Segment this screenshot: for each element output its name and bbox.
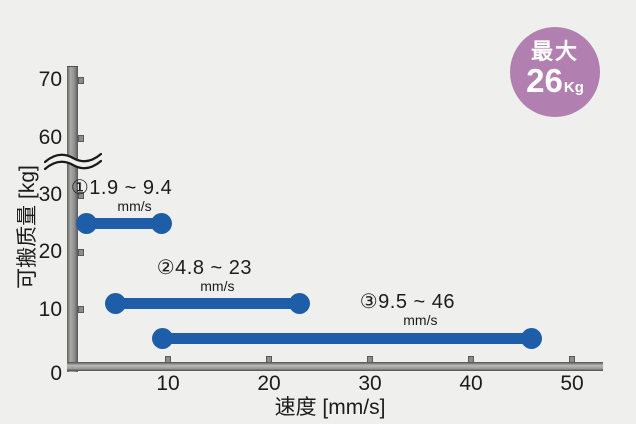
series-label: ①1.9 ~ 9.4 mm/s [70, 176, 173, 214]
x-tick-label: 20 [257, 372, 281, 395]
series-range-text: ①1.9 ~ 9.4 [70, 176, 173, 199]
y-tick-label: 0 [50, 362, 62, 385]
series-unit-text: mm/s [200, 277, 235, 294]
badge-value-row: 26 Kg [526, 61, 584, 105]
range-bar [115, 298, 300, 310]
y-tick-label: 30 [38, 183, 62, 207]
y-tick-mark [78, 248, 84, 256]
series-range-text: ③9.5 ~ 46 [359, 291, 455, 314]
y-tick-label: 60 [38, 126, 62, 149]
series-range-text: ②4.8 ~ 23 [156, 256, 252, 279]
range-bar-cap [152, 327, 174, 349]
x-tick-mark [569, 355, 575, 363]
range-bar [162, 332, 532, 344]
x-tick-label: 30 [358, 372, 382, 395]
x-tick-label: 10 [156, 372, 180, 395]
series-unit-text: mm/s [403, 312, 438, 329]
series-label: ③9.5 ~ 46 mm/s [360, 292, 455, 328]
series-unit-text: mm/s [117, 197, 152, 214]
badge-value: 26 [526, 61, 563, 99]
range-bar-cap [521, 327, 543, 349]
x-tick-mark [165, 355, 171, 363]
range-bar-cap [151, 213, 173, 235]
x-axis-title: 速度 [mm/s] [274, 396, 386, 419]
x-tick-mark [468, 355, 474, 363]
badge-unit: Kg [563, 78, 584, 96]
y-tick-mark [78, 134, 84, 142]
y-tick-label: 10 [38, 297, 62, 321]
max-payload-badge: 最大 26 Kg [510, 27, 600, 117]
y-tick-label: 70 [38, 68, 62, 91]
x-tick-label: 50 [560, 372, 584, 395]
x-tick-mark [367, 355, 373, 363]
range-bar-cap [288, 293, 310, 315]
y-tick-label: 20 [38, 240, 62, 264]
y-tick-mark [78, 306, 84, 314]
x-axis [67, 362, 603, 371]
x-tick-mark [266, 355, 272, 363]
range-bar-cap [75, 213, 97, 235]
y-axis [67, 66, 78, 372]
y-axis-break-icon [44, 152, 102, 171]
x-tick-label: 40 [459, 372, 483, 395]
y-tick-mark [78, 76, 84, 84]
range-bar [86, 218, 162, 230]
y-tick-mark [78, 191, 84, 199]
badge-label: 最大 [530, 38, 579, 64]
series-label: ②4.8 ~ 23 mm/s [156, 256, 252, 294]
range-bar-cap [104, 293, 126, 315]
